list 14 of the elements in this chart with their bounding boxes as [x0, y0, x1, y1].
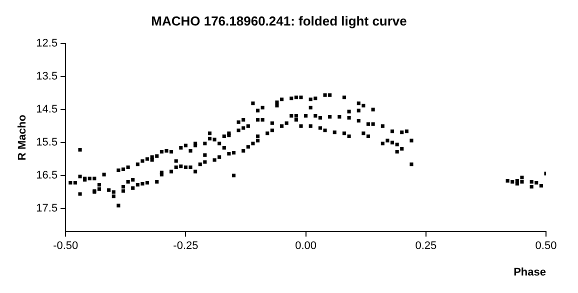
y-axis-title: R Macho [16, 114, 29, 161]
chart-title: MACHO 176.18960.241: folded light curve [151, 13, 407, 28]
x-tick-label: -0.50 [53, 240, 78, 252]
x-tick-label: 0.00 [295, 240, 317, 252]
x-axis-title: Phase [514, 266, 546, 278]
x-tick-label: 0.50 [535, 240, 557, 252]
x-tick-label: -0.25 [173, 240, 198, 252]
y-tick-label: 16.5 [36, 170, 58, 182]
y-tick-label: 17.5 [36, 202, 58, 215]
y-tick-label: 13.5 [36, 70, 58, 83]
x-tick-label: 0.25 [415, 240, 437, 252]
y-tick-label: 14.5 [36, 104, 58, 116]
y-tick-label: 15.5 [36, 136, 58, 149]
y-tick-label: 12.5 [36, 38, 58, 50]
